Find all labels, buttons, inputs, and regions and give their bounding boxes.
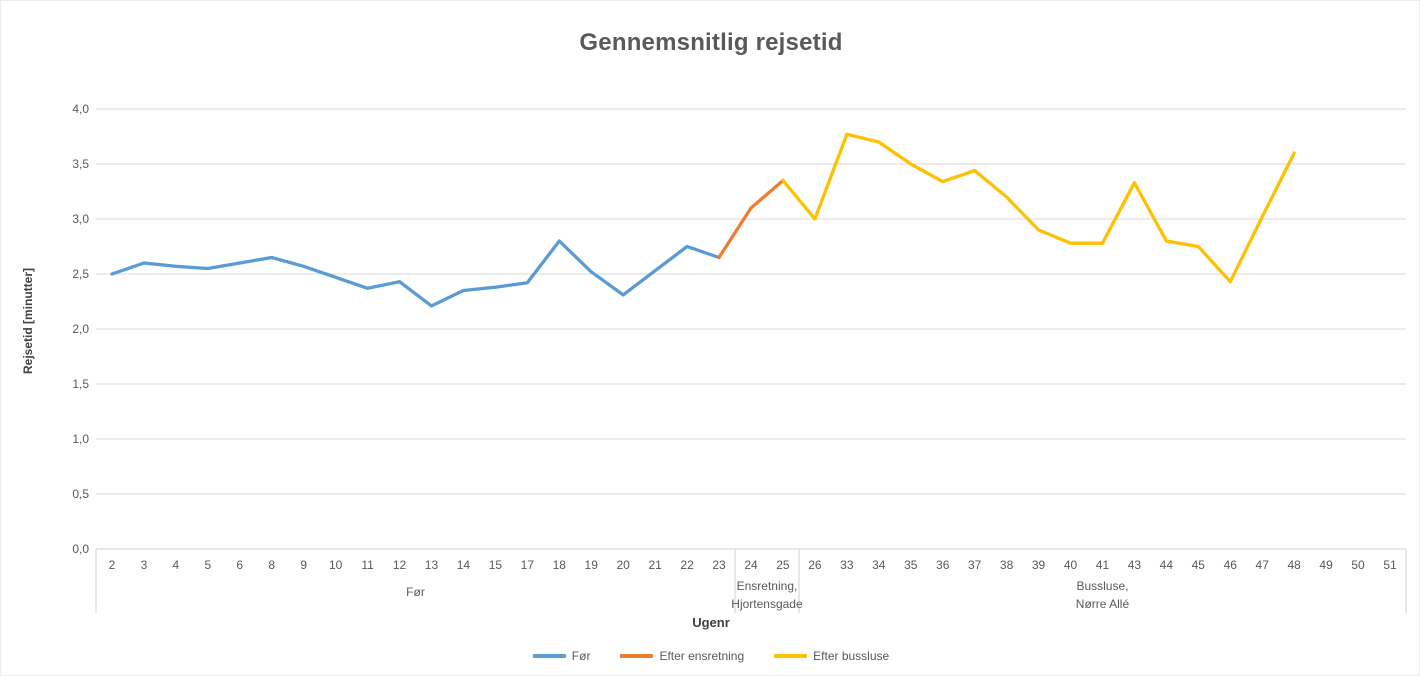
x-tick-label: 50 xyxy=(1351,558,1365,572)
x-tick-label: 34 xyxy=(872,558,886,572)
x-tick-label: 20 xyxy=(616,558,630,572)
x-tick-label: 3 xyxy=(140,558,148,572)
x-axis-group-label: Bussluse, Nørre Allé xyxy=(1076,577,1129,613)
legend-item: Efter ensretning xyxy=(620,649,744,663)
x-axis-group-label-line: Nørre Allé xyxy=(1075,597,1130,611)
x-tick-label: 21 xyxy=(648,558,662,572)
y-tick-label: 2,5 xyxy=(72,267,89,281)
legend-line-swatch xyxy=(532,654,566,658)
x-tick-label: 43 xyxy=(1127,558,1142,572)
legend-label: Før xyxy=(571,649,591,663)
x-axis-group-label: Før xyxy=(406,583,425,601)
x-tick-label: 48 xyxy=(1287,558,1301,572)
x-tick-label: 9 xyxy=(300,558,308,572)
x-tick-label: 17 xyxy=(520,558,535,572)
x-tick-label: 23 xyxy=(712,558,726,572)
x-axis-group-label-line: Hjortensgade xyxy=(731,597,803,611)
legend-line-swatch xyxy=(774,654,808,658)
legend-label: Efter bussluse xyxy=(813,649,890,663)
x-tick-label: 6 xyxy=(236,558,244,572)
x-axis-group-label: Ensretning, Hjortensgade xyxy=(731,577,802,613)
y-tick-label: 3,5 xyxy=(72,157,89,171)
x-tick-label: 24 xyxy=(744,558,758,572)
x-tick-label: 41 xyxy=(1095,558,1110,572)
x-tick-label: 4 xyxy=(172,558,180,572)
y-tick-label: 1,5 xyxy=(72,377,89,391)
legend-item: Efter bussluse xyxy=(774,649,889,663)
x-tick-label: 11 xyxy=(361,558,374,572)
x-tick-label: 2 xyxy=(108,558,116,572)
x-tick-label: 49 xyxy=(1319,558,1333,572)
x-axis-group-label-line: Før xyxy=(406,585,425,599)
x-tick-label: 38 xyxy=(999,558,1014,572)
x-tick-label: 10 xyxy=(328,558,343,572)
series-line-efter-ensretning xyxy=(717,178,785,260)
x-tick-label: 51 xyxy=(1383,558,1397,572)
x-tick-label: 22 xyxy=(680,558,694,572)
x-tick-label: 35 xyxy=(904,558,918,572)
x-tick-label: 15 xyxy=(488,558,503,572)
legend: Før Efter ensretning Efter bussluse xyxy=(1,649,1419,663)
x-tick-label: 40 xyxy=(1063,558,1078,572)
x-tick-label: 47 xyxy=(1255,558,1269,572)
x-tick-label: 8 xyxy=(268,558,276,572)
x-tick-label: 45 xyxy=(1191,558,1205,572)
x-tick-label: 44 xyxy=(1159,558,1174,572)
x-tick-label: 19 xyxy=(584,558,598,572)
legend-label: Efter ensretning xyxy=(659,649,745,663)
x-tick-label: 33 xyxy=(840,558,854,572)
series-line-f-r xyxy=(110,239,721,308)
legend-line-swatch xyxy=(620,654,654,658)
legend-item: Før xyxy=(532,649,591,663)
x-tick-label: 37 xyxy=(967,558,982,572)
x-tick-label: 14 xyxy=(456,558,471,572)
x-tick-label: 12 xyxy=(392,558,407,572)
x-tick-label: 25 xyxy=(776,558,790,572)
y-tick-label: 0,5 xyxy=(72,487,89,501)
chart-title: Gennemsnitlig rejsetid xyxy=(579,29,843,56)
x-tick-label: 36 xyxy=(936,558,950,572)
x-tick-label: 13 xyxy=(424,558,439,572)
y-tick-label: 2,0 xyxy=(72,322,89,336)
x-tick-label: 5 xyxy=(204,558,212,572)
series-line-efter-bussluse xyxy=(781,132,1296,284)
x-tick-label: 46 xyxy=(1223,558,1237,572)
y-tick-label: 1,0 xyxy=(72,432,89,446)
x-axis-group-label-line: Bussluse, xyxy=(1076,579,1129,593)
x-axis-title: Ugenr xyxy=(692,615,730,630)
y-tick-label: 4,0 xyxy=(72,102,89,116)
x-tick-label: 26 xyxy=(808,558,822,572)
y-tick-label: 0,0 xyxy=(72,542,89,556)
x-tick-label: 39 xyxy=(1031,558,1046,572)
x-tick-label: 18 xyxy=(552,558,566,572)
y-tick-label: 3,0 xyxy=(72,212,89,226)
x-axis-group-label-line: Ensretning, xyxy=(736,579,798,593)
